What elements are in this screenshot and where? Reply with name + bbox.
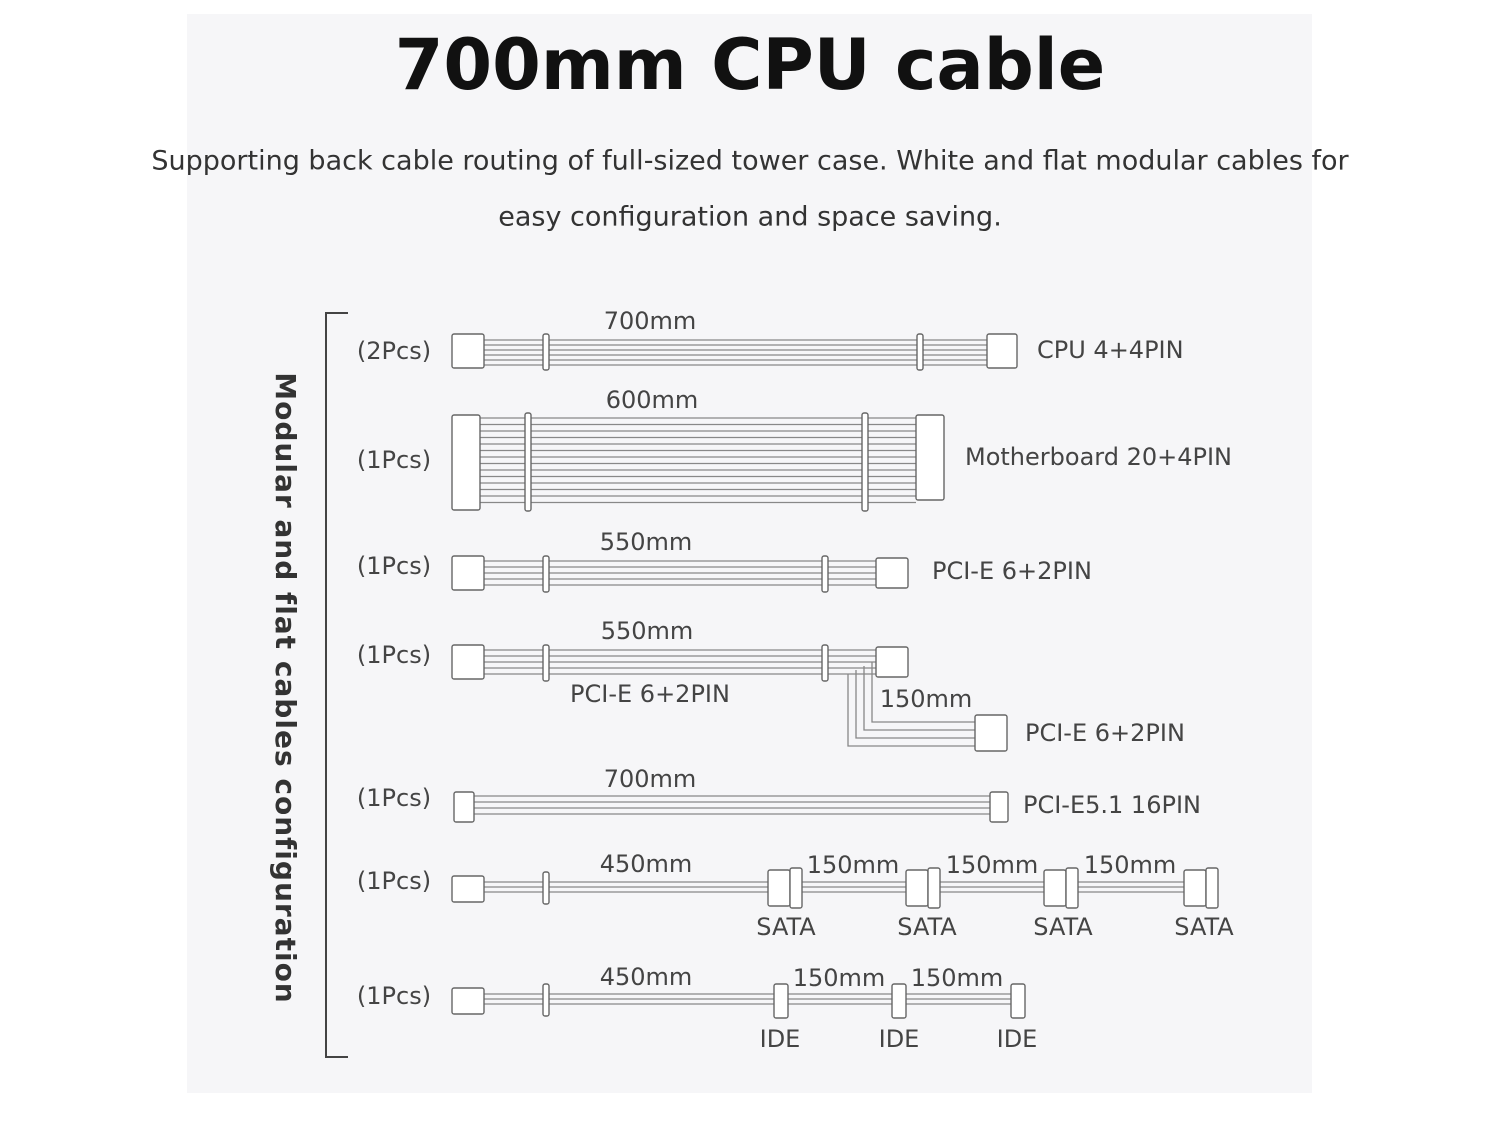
length-label: 700mm bbox=[604, 307, 697, 335]
length-label: 450mm bbox=[600, 850, 693, 878]
length-label: 150mm bbox=[880, 685, 973, 713]
title: 700mm CPU cable bbox=[395, 24, 1106, 106]
sleeve bbox=[542, 871, 550, 905]
connector-label: SATA bbox=[1174, 913, 1234, 941]
length-label: 150mm bbox=[807, 851, 900, 879]
connector bbox=[974, 714, 1008, 752]
connector bbox=[986, 333, 1018, 369]
sleeve bbox=[524, 412, 532, 512]
connector-label: IDE bbox=[997, 1025, 1038, 1053]
quantity: (1Pcs) bbox=[357, 446, 431, 474]
connector-label: SATA bbox=[756, 913, 816, 941]
sleeve bbox=[542, 644, 550, 682]
bracket bbox=[325, 312, 348, 1058]
connector bbox=[451, 644, 485, 680]
length-label: 550mm bbox=[600, 528, 693, 556]
length-label: 550mm bbox=[601, 617, 694, 645]
connector-label: PCI-E 6+2PIN bbox=[932, 557, 1092, 585]
wire bbox=[855, 670, 975, 739]
quantity: (1Pcs) bbox=[357, 552, 431, 580]
connector bbox=[1043, 869, 1067, 907]
subtitle: easy configuration and space saving. bbox=[498, 202, 1002, 233]
connector bbox=[789, 867, 803, 909]
length-label: 150mm bbox=[793, 964, 886, 992]
connector-label: IDE bbox=[879, 1025, 920, 1053]
connector bbox=[451, 875, 485, 903]
subtitle: Supporting back cable routing of full-si… bbox=[151, 146, 1349, 177]
length-label: 450mm bbox=[600, 963, 693, 991]
connector bbox=[451, 414, 481, 511]
length-label: 150mm bbox=[946, 851, 1039, 879]
connector bbox=[875, 646, 909, 678]
connector bbox=[451, 333, 485, 369]
side-label: Modular and flat cables configuration bbox=[269, 372, 302, 1003]
connector bbox=[1183, 869, 1207, 907]
sleeve bbox=[916, 333, 924, 371]
connector-label: PCI-E 6+2PIN bbox=[1025, 719, 1185, 747]
connector bbox=[1065, 867, 1079, 909]
sleeve bbox=[821, 644, 829, 682]
length-label: 150mm bbox=[911, 964, 1004, 992]
sleeve bbox=[542, 333, 550, 371]
connector bbox=[927, 867, 941, 909]
connector bbox=[451, 555, 485, 591]
length-label: 150mm bbox=[1084, 851, 1177, 879]
sleeve bbox=[542, 555, 550, 593]
connector bbox=[989, 791, 1009, 823]
connector-label: Motherboard 20+4PIN bbox=[965, 443, 1232, 471]
quantity: (2Pcs) bbox=[357, 337, 431, 365]
connector-label: PCI-E 6+2PIN bbox=[570, 680, 730, 708]
connector-label: PCI-E5.1 16PIN bbox=[1023, 791, 1201, 819]
wire bbox=[847, 674, 975, 747]
sleeve bbox=[821, 555, 829, 593]
wire bbox=[863, 666, 975, 731]
connector bbox=[915, 414, 945, 501]
connector bbox=[451, 987, 485, 1015]
cables bbox=[451, 333, 1219, 1019]
sleeve bbox=[542, 983, 550, 1017]
connector-label: CPU 4+4PIN bbox=[1037, 336, 1184, 364]
wire bbox=[871, 662, 975, 723]
connector bbox=[453, 791, 475, 823]
length-label: 600mm bbox=[606, 386, 699, 414]
quantity: (1Pcs) bbox=[357, 982, 431, 1010]
connector-label: IDE bbox=[760, 1025, 801, 1053]
sleeve bbox=[861, 412, 869, 512]
connector bbox=[905, 869, 929, 907]
connector bbox=[1010, 983, 1026, 1019]
quantity: (1Pcs) bbox=[357, 784, 431, 812]
length-label: 700mm bbox=[604, 765, 697, 793]
connector bbox=[891, 983, 907, 1019]
connector bbox=[1205, 867, 1219, 909]
quantity: (1Pcs) bbox=[357, 641, 431, 669]
connector-label: SATA bbox=[1033, 913, 1093, 941]
connector bbox=[875, 557, 909, 589]
connector-label: SATA bbox=[897, 913, 957, 941]
quantity: (1Pcs) bbox=[357, 867, 431, 895]
connector bbox=[767, 869, 791, 907]
panel bbox=[187, 14, 1312, 1093]
connector bbox=[773, 983, 789, 1019]
